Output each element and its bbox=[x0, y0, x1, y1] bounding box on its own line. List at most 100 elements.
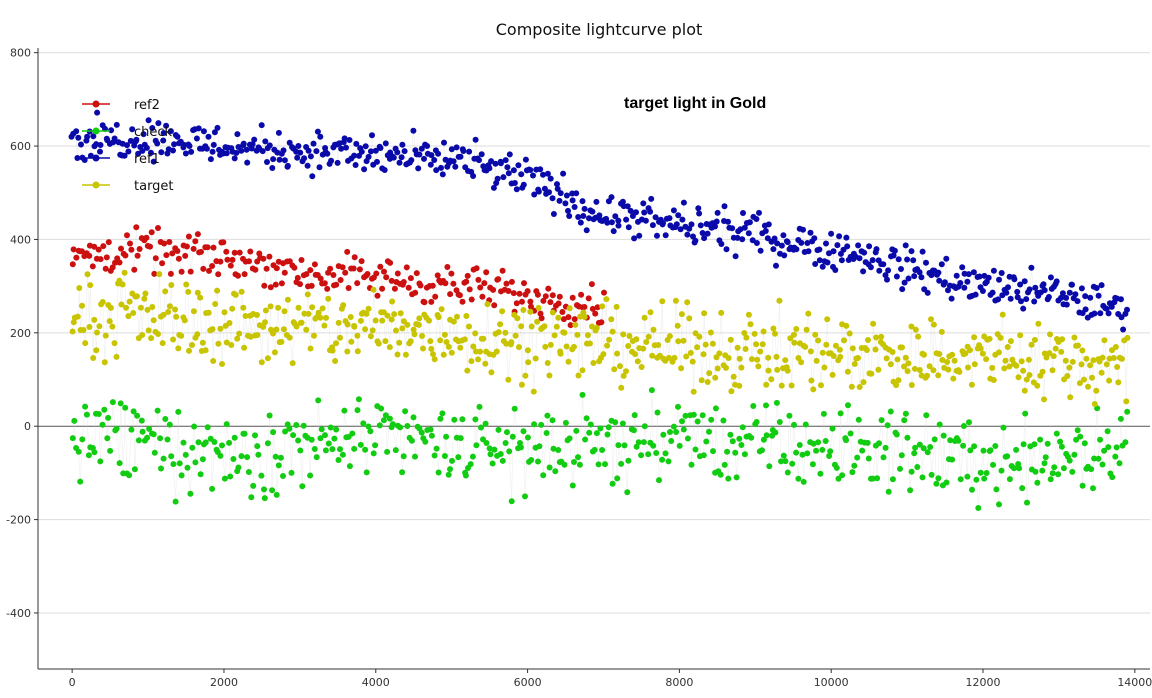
check-point bbox=[467, 461, 474, 468]
check-point bbox=[524, 434, 531, 441]
check-point bbox=[489, 460, 496, 467]
ref2-point bbox=[303, 271, 310, 278]
check-point bbox=[175, 408, 182, 415]
check-point bbox=[297, 447, 304, 454]
check-point bbox=[813, 447, 820, 454]
check-point bbox=[1116, 460, 1123, 467]
target-point bbox=[698, 377, 705, 384]
target-point bbox=[812, 331, 819, 338]
target-point bbox=[590, 360, 597, 366]
target-point bbox=[544, 360, 551, 366]
ref2-point bbox=[103, 254, 110, 261]
target-point bbox=[438, 306, 445, 313]
check-point bbox=[135, 437, 142, 444]
target-point bbox=[240, 304, 247, 311]
target-point bbox=[99, 299, 106, 305]
ref2-point bbox=[456, 292, 463, 299]
target-point bbox=[284, 296, 291, 303]
check-point bbox=[282, 428, 289, 435]
check-point bbox=[235, 464, 242, 471]
ref2-point bbox=[192, 238, 199, 245]
ref2-point bbox=[266, 253, 273, 260]
ref1-point bbox=[1087, 294, 1094, 301]
check-point bbox=[998, 467, 1005, 474]
ref1-point bbox=[996, 276, 1002, 283]
target-point bbox=[1106, 377, 1113, 384]
ref1-point bbox=[798, 239, 805, 246]
check-point bbox=[597, 425, 604, 432]
target-point bbox=[647, 309, 654, 316]
ref2-point bbox=[417, 282, 424, 289]
legend-item-target: target bbox=[82, 179, 174, 194]
target-point bbox=[194, 289, 201, 296]
ref1-point bbox=[171, 141, 178, 148]
ref1-point bbox=[486, 165, 493, 172]
target-point bbox=[844, 368, 851, 375]
ref1-point bbox=[149, 125, 156, 131]
target-point bbox=[883, 355, 890, 362]
target-point bbox=[926, 363, 933, 370]
target-point bbox=[254, 312, 260, 318]
target-point bbox=[765, 354, 772, 361]
check-point bbox=[230, 456, 237, 462]
check-point bbox=[1105, 444, 1112, 451]
target-point bbox=[197, 294, 204, 301]
target-point bbox=[160, 311, 167, 318]
ref1-point bbox=[374, 158, 380, 165]
target-point bbox=[351, 323, 358, 330]
ref1-point bbox=[1059, 290, 1066, 297]
check-point bbox=[1019, 485, 1026, 492]
target-point bbox=[614, 350, 621, 357]
check-point bbox=[822, 438, 829, 444]
check-point bbox=[354, 407, 361, 414]
target-point bbox=[553, 323, 560, 330]
check-point bbox=[322, 447, 329, 454]
check-point bbox=[621, 442, 628, 449]
ref1-point bbox=[838, 257, 845, 264]
ref1-point bbox=[560, 170, 567, 177]
check-point bbox=[967, 447, 974, 454]
check-point bbox=[360, 420, 367, 427]
ref2-point bbox=[407, 275, 414, 282]
target-point bbox=[149, 304, 156, 310]
ref1-point bbox=[448, 146, 455, 153]
ref1-point bbox=[778, 242, 785, 249]
ref2-point bbox=[294, 274, 301, 281]
check-point bbox=[341, 407, 348, 414]
check-point bbox=[659, 456, 666, 463]
ref2-point bbox=[317, 275, 324, 282]
target-point bbox=[829, 371, 836, 378]
ref1-point bbox=[824, 259, 831, 266]
ref1-point bbox=[762, 228, 769, 234]
target-point bbox=[915, 333, 922, 340]
check-point bbox=[266, 412, 273, 419]
check-point bbox=[550, 445, 557, 452]
check-point bbox=[778, 458, 784, 465]
check-point bbox=[919, 474, 926, 481]
target-point bbox=[768, 376, 775, 383]
ref1-point bbox=[941, 279, 948, 286]
ref2-point bbox=[321, 280, 328, 287]
ref2-point bbox=[594, 304, 601, 311]
ref2-point bbox=[215, 271, 222, 278]
ref1-point bbox=[367, 148, 374, 155]
ref1-point bbox=[438, 164, 444, 171]
target-point bbox=[979, 350, 986, 357]
target-point bbox=[846, 330, 853, 337]
target-point bbox=[173, 313, 180, 320]
legend-swatch-marker bbox=[92, 127, 100, 135]
ref1-point bbox=[673, 221, 680, 228]
ref1-point bbox=[697, 222, 704, 229]
ref2-point bbox=[185, 233, 192, 240]
target-point bbox=[427, 338, 434, 345]
target-point bbox=[402, 351, 409, 358]
check-point bbox=[839, 472, 846, 479]
check-point bbox=[1024, 499, 1030, 506]
ref1-point bbox=[97, 148, 103, 155]
target-point bbox=[189, 342, 195, 348]
target-point bbox=[772, 330, 778, 337]
check-point bbox=[1073, 436, 1080, 443]
target-point bbox=[1015, 374, 1022, 381]
check-point bbox=[1109, 474, 1116, 481]
target-point bbox=[650, 326, 657, 333]
